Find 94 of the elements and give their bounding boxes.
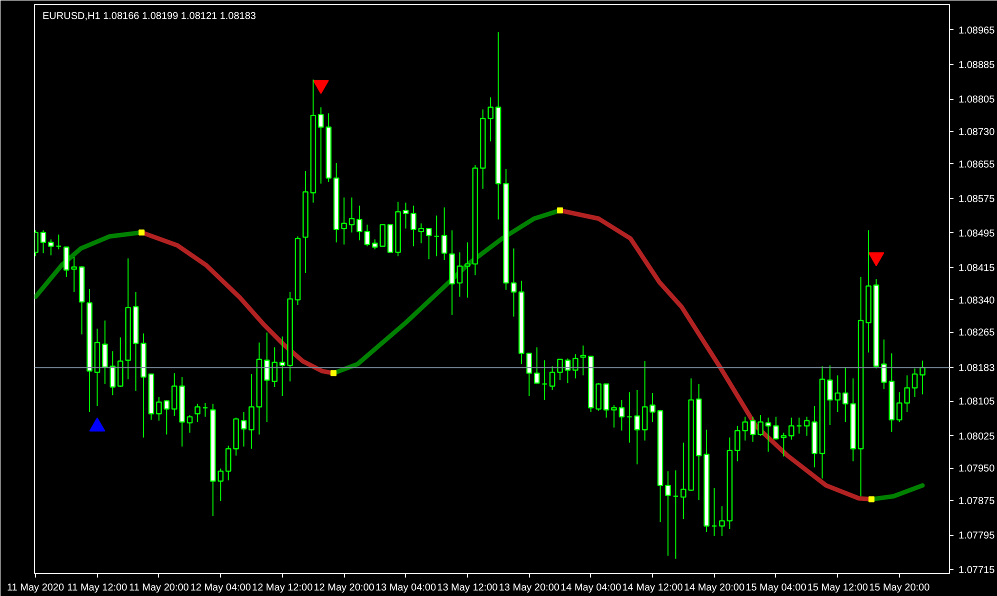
point [138,229,145,236]
y-tick-label: 1.08265 [958,328,996,339]
candlestick [557,358,563,381]
candlestick [488,96,494,142]
point [330,370,336,376]
x-tick-label: 14 May 04:00 [560,582,622,594]
y-tick-label: 1.08965 [958,25,996,36]
candlestick [672,470,679,560]
candlestick [526,352,532,397]
candlestick [804,416,810,436]
candlestick [742,416,748,442]
candlestick [434,215,440,257]
candlestick [542,360,548,400]
x-tick-label: 11 May 20:00 [129,582,190,594]
y-tick-label: 1.08575 [958,194,996,205]
candlestick [572,354,578,379]
x-tick-label: 13 May 20:00 [498,582,560,594]
point [312,80,329,94]
x-tick-label: 15 May 12:00 [807,582,868,594]
candlestick [341,196,347,246]
candlestick [456,252,463,298]
candlestick [441,206,448,261]
x-tick-label: 13 May 04:00 [375,582,436,594]
x-tick-label: 15 May 04:00 [746,582,807,594]
y-tick-label: 1.08495 [958,228,996,240]
x-tick-label: 13 May 12:00 [437,582,498,594]
x-tick-label: 11 May 12:00 [67,582,128,594]
candlestick [618,399,625,432]
candlestick [611,404,617,428]
candlestick [634,390,640,465]
point [868,252,884,266]
x-tick-label: 11 May 2020 [6,582,65,594]
candlestick [48,238,54,256]
x-tick-label: 15 May 20:00 [869,582,930,594]
candlestick [580,345,586,376]
candlestick [402,202,409,230]
candlestick [426,228,432,260]
x-tick-label: 14 May 20:00 [684,582,745,594]
candlestick [510,248,517,318]
y-tick-label: 1.08105 [958,396,996,408]
point [557,207,563,214]
y-tick-label: 1.07715 [958,565,996,576]
candlestick [318,106,324,184]
y-tick-label: 1.08415 [958,262,996,274]
candlestick [912,368,918,398]
candlestick [356,205,362,241]
candlestick [410,205,416,247]
candlestick [711,488,718,536]
y-tick-label: 1.08025 [958,431,996,442]
candlestick [719,506,725,536]
candlestick [904,374,910,413]
ref-line-label: 1.08183 [958,363,996,374]
candlestick [626,392,632,444]
candlestick [827,364,833,426]
candlestick [734,425,740,462]
candlestick [842,366,848,422]
candlestick [788,417,794,440]
x-tick-label: 12 May 12:00 [252,582,314,594]
candlestick [348,196,355,233]
text: EURUSD,H1 1.08166 1.08199 1.08121 1.08183 [42,11,256,22]
candlestick [920,360,926,395]
candlestick [56,234,62,250]
y-tick-label: 1.07875 [958,496,996,508]
candlestick [665,470,671,556]
candlestick [248,374,254,450]
y-tick-label: 1.08340 [958,295,996,306]
candlestick [534,346,540,384]
x-tick-label: 12 May 04:00 [190,582,252,594]
candlestick [750,416,756,442]
candlestick [464,242,470,298]
x-tick-label: 12 May 20:00 [314,582,375,594]
candlestick [896,392,902,422]
y-tick-label: 1.08655 [958,159,996,170]
candlestick [796,417,802,434]
y-tick-label: 1.07795 [958,530,996,542]
candlestick [418,222,424,244]
candlestick [364,224,370,247]
candlestick [40,230,46,254]
y-tick-label: 1.08805 [958,94,996,106]
y-tick-label: 1.08730 [958,126,996,138]
candlestick [240,412,247,448]
y-tick-label: 1.08885 [958,60,996,72]
candlestick [758,414,764,436]
candlestick [549,366,556,391]
candlestick [186,414,193,434]
x-tick-label: 14 May 12:00 [622,582,684,594]
y-tick-label: 1.07950 [958,464,996,475]
candlestick [202,402,208,418]
point [868,496,874,502]
candlestick [773,416,779,440]
candlestick [780,432,787,458]
candlestick [765,417,772,452]
candlestick [834,374,841,413]
candlestick [194,403,200,422]
